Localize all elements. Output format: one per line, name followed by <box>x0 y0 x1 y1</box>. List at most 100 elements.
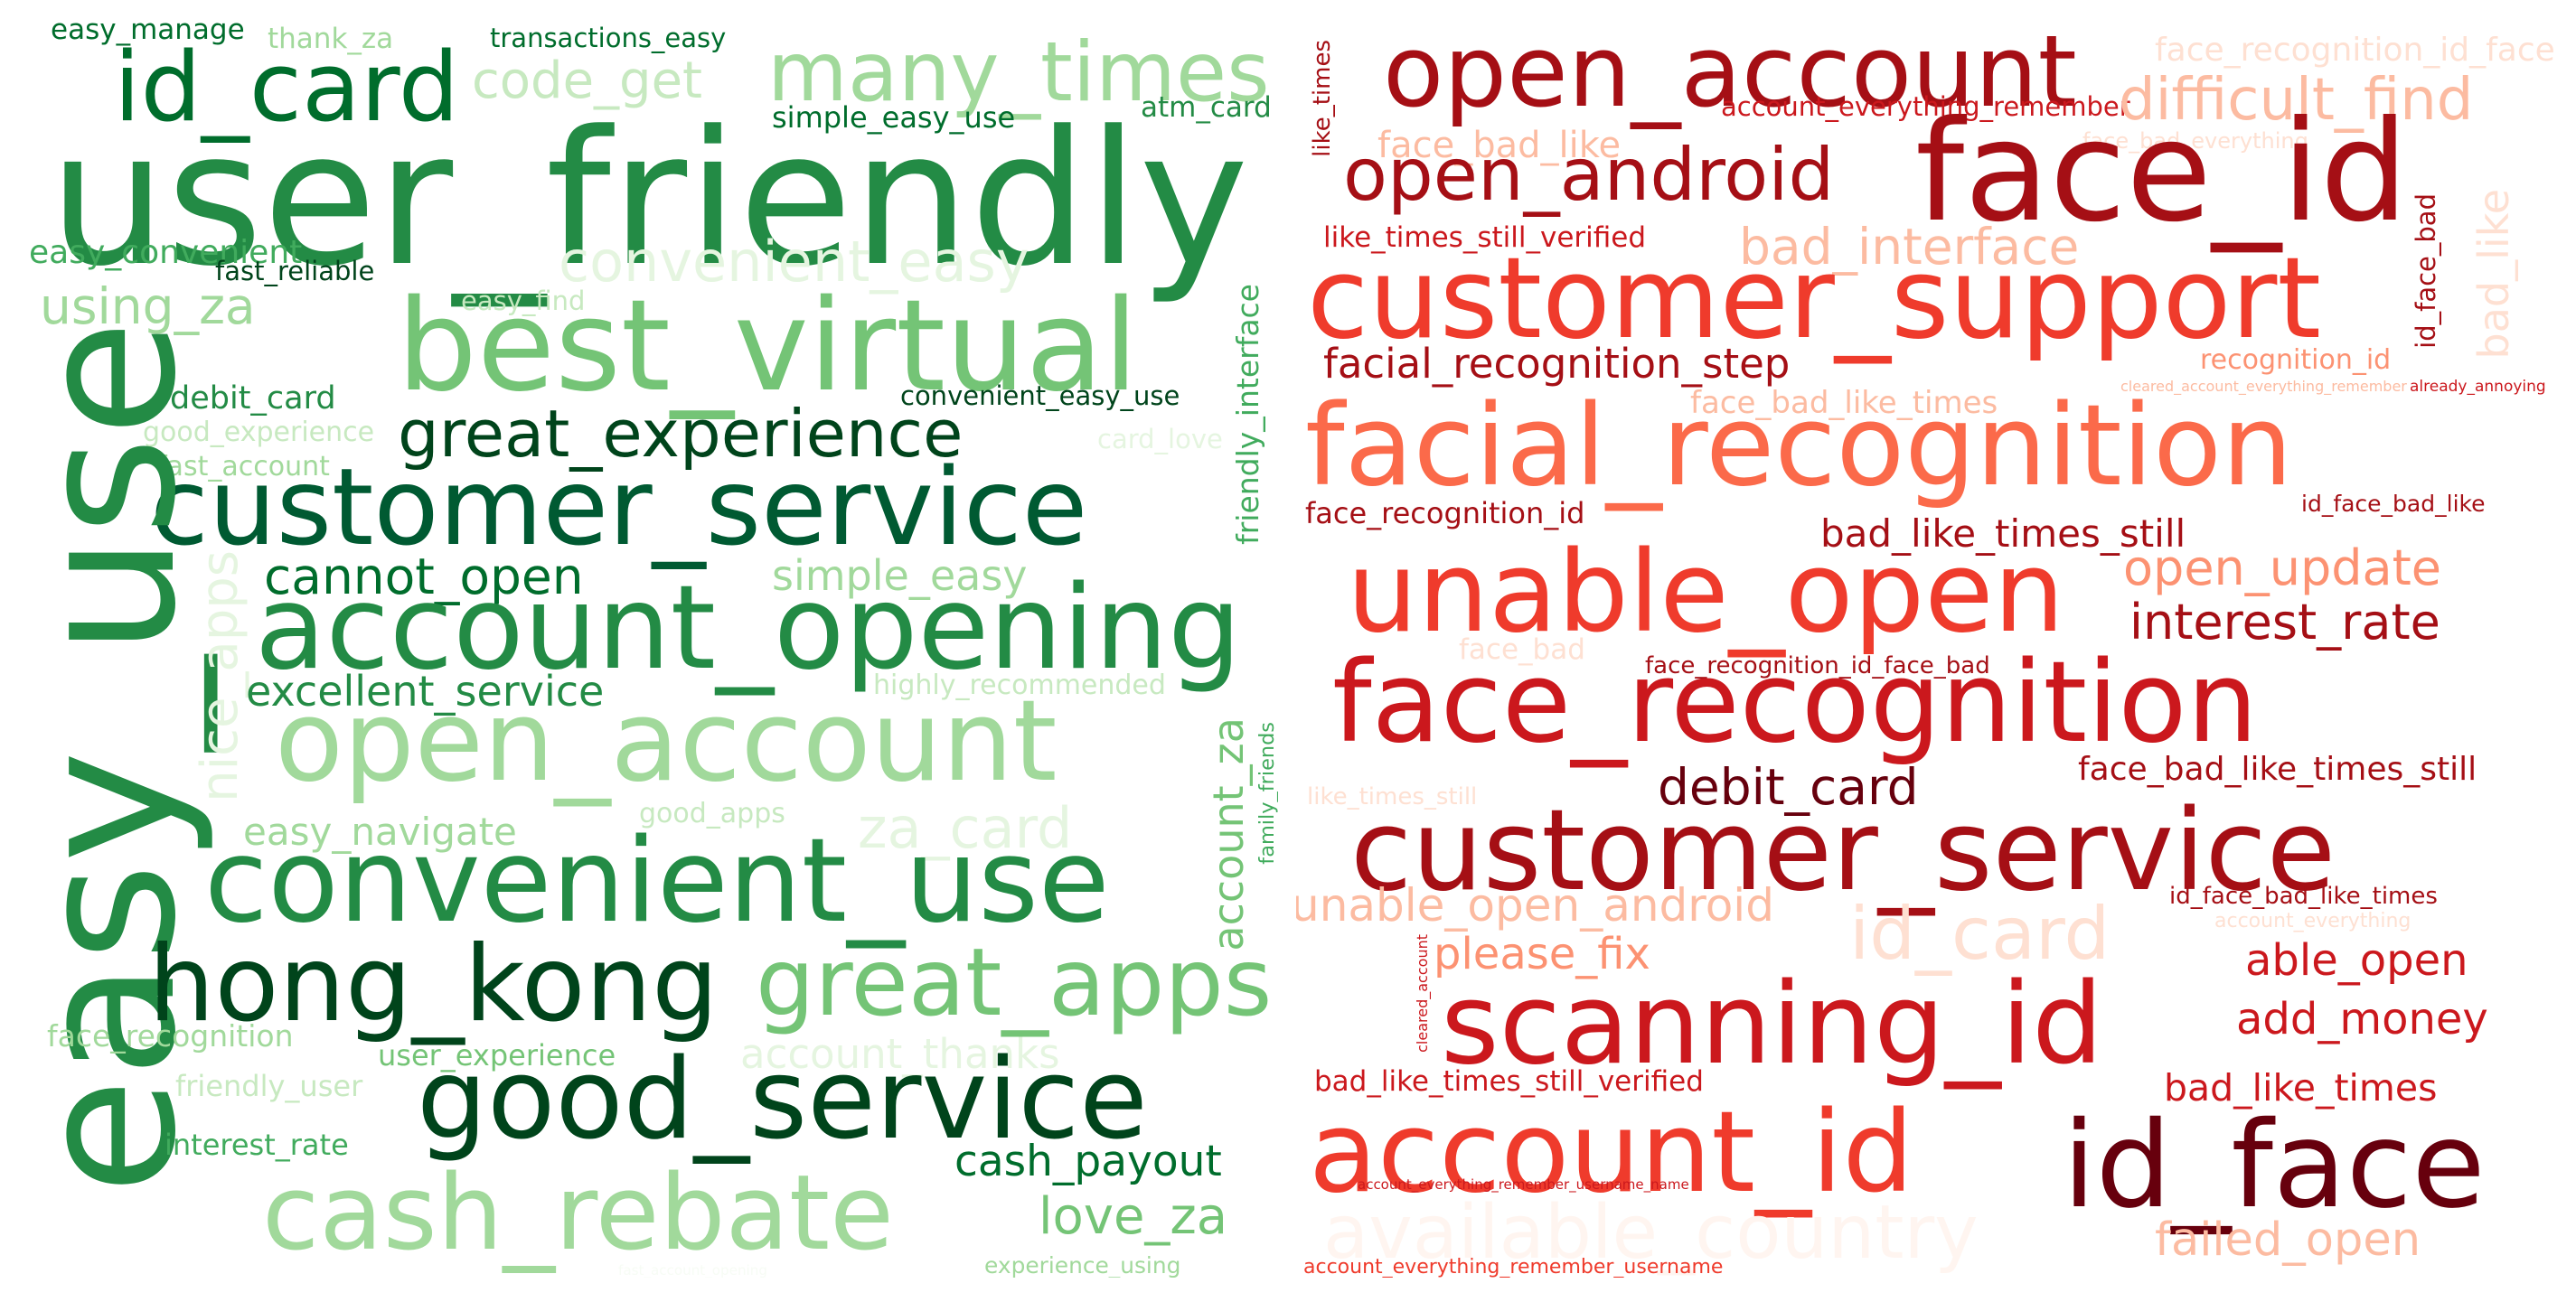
cloud-word: account_everything_remember_username <box>1303 1256 1724 1278</box>
cloud-word: account_opening <box>255 561 1242 696</box>
cloud-word: available_country <box>1323 1190 1979 1276</box>
cloud-word: unable_open <box>1347 528 2065 658</box>
cloud-word: face_recognition <box>1332 638 2258 768</box>
cloud-word: friendly_user <box>175 1069 363 1103</box>
cloud-word: face_id <box>1915 91 2409 253</box>
cloud-word: bad_like_times_still <box>1820 511 2186 556</box>
cloud-word: account_za <box>1204 717 1253 951</box>
cloud-word: bad_like <box>2469 189 2518 360</box>
cloud-word: code_get <box>472 52 703 110</box>
positive-word-cloud: easy_manage thank_za transactions_easy i… <box>13 13 1278 1278</box>
cloud-word: highly_recommended <box>873 670 1166 701</box>
cloud-word: atm_card <box>1141 91 1272 124</box>
cloud-word: difficult_find <box>2119 67 2474 134</box>
cloud-word: simple_easy_use <box>772 100 1016 135</box>
cloud-word: facial_recognition_step <box>1323 340 1791 388</box>
cloud-word: cleared_account_everything_remember <box>2120 378 2407 395</box>
cloud-word: hong_kong <box>148 923 719 1045</box>
cloud-word: good_experience <box>143 417 375 448</box>
cloud-word: id_card <box>1849 892 2111 976</box>
cloud-word: id_face_bad <box>2411 193 2441 349</box>
cloud-word: bad_interface <box>1739 218 2080 276</box>
cloud-word: face_recognition <box>47 1018 294 1054</box>
cloud-word: cannot_open <box>264 548 584 605</box>
cloud-word: debit_card <box>170 380 336 417</box>
cloud-word: account_everything_remember <box>1721 91 2130 122</box>
cloud-word: bad_like_times <box>2164 1066 2438 1110</box>
cloud-word: thank_za <box>268 23 394 55</box>
cloud-word: face_bad <box>1459 633 1585 666</box>
cloud-word: user_friendly <box>49 92 1249 307</box>
cloud-word: using_za <box>40 277 256 335</box>
cloud-word: simple_easy <box>772 551 1028 600</box>
cloud-word: card_love <box>1097 424 1223 454</box>
cloud-word: face_bad_like <box>1377 125 1622 166</box>
cloud-word: easy_manage <box>51 14 245 46</box>
cloud-word: debit_card <box>1658 758 1919 816</box>
cloud-word: fast_reliable <box>215 256 375 286</box>
cloud-word: family_friends <box>1255 722 1278 865</box>
cloud-word: account_thanks <box>740 1030 1060 1078</box>
cloud-word: cash_rebate <box>262 1153 894 1274</box>
cloud-word: convenient_use <box>204 814 1110 949</box>
cloud-word: id_face_bad_like <box>2301 491 2486 517</box>
cloud-word: id_face <box>2063 1096 2486 1235</box>
cloud-word: bad_like_times_still_verified <box>1314 1065 1704 1098</box>
cloud-word: please_fix <box>1434 929 1650 979</box>
cloud-word: easy_convenient <box>29 234 303 271</box>
cloud-word: like_times_still_verified <box>1323 221 1647 254</box>
cloud-word: customer_support <box>1307 234 2321 364</box>
cloud-word: convenient_easy_use <box>900 380 1180 411</box>
cloud-word: experience_using <box>984 1252 1181 1278</box>
cloud-word: unable_open_android <box>1296 879 1774 932</box>
cloud-word: add_money <box>2236 994 2488 1044</box>
cloud-word: easy_use <box>13 320 218 1195</box>
cloud-word: cleared_account <box>1414 934 1431 1053</box>
cloud-word: transactions_easy <box>490 23 727 53</box>
cloud-word: id_face_bad_like_times <box>2169 883 2438 910</box>
cloud-word: failed_open <box>2155 1213 2421 1267</box>
cloud-word: user_experience <box>378 1038 616 1073</box>
cloud-word: interest_rate <box>2129 594 2440 651</box>
cloud-word: cash_payout <box>954 1137 1222 1186</box>
cloud-word: excellent_service <box>246 667 605 716</box>
cloud-word: customer_service <box>1350 786 2336 916</box>
cloud-word: face_bad_like_times_still <box>2078 751 2477 788</box>
cloud-word: recognition_id <box>2200 344 2392 376</box>
cloud-word: open_account <box>275 677 1058 807</box>
cloud-word: open_account <box>1383 14 2077 129</box>
cloud-word: great_experience <box>398 396 964 472</box>
cloud-word: id_card <box>114 32 459 143</box>
cloud-word: account_everything_remember_username_nam… <box>1358 1176 1689 1193</box>
cloud-word: fast_account <box>157 451 330 482</box>
cloud-word: easy_navigate <box>243 810 517 854</box>
cloud-word: face_bad_everything <box>2082 128 2308 154</box>
cloud-word: za_card <box>858 795 1073 861</box>
cloud-word: nice_apps <box>191 550 249 802</box>
cloud-word: face_recognition_id_face_bad <box>1645 652 1990 679</box>
cloud-word: like_times <box>1309 40 1336 157</box>
cloud-word: scanning_id <box>1441 960 2103 1090</box>
cloud-word: open_android <box>1343 133 1835 217</box>
cloud-word: customer_service <box>150 445 1088 569</box>
cloud-word: face_recognition_id_face <box>2155 32 2555 69</box>
cloud-word: account_everything <box>2214 910 2411 932</box>
cloud-word: face_recognition_id <box>1305 496 1585 530</box>
cloud-word: good_service <box>417 1035 1148 1165</box>
cloud-word: like_times_still <box>1307 783 1478 810</box>
cloud-word: best_virtual <box>397 273 1139 420</box>
cloud-word: interest_rate <box>165 1128 349 1162</box>
cloud-word: account_id <box>1309 1088 1914 1218</box>
cloud-word: many_times <box>767 23 1270 120</box>
cloud-word: open_update <box>2123 539 2442 596</box>
cloud-word: friendly_interface <box>1230 284 1265 545</box>
cloud-word: easy_find <box>461 286 586 316</box>
cloud-word: facial_recognition <box>1305 381 2293 511</box>
cloud-word: convenient_easy <box>559 229 1029 295</box>
cloud-word: fast_account_opening <box>618 1262 767 1278</box>
cloud-word: already_annoying <box>2410 378 2546 396</box>
cloud-word: love_za <box>1039 1187 1228 1246</box>
cloud-word: good_apps <box>639 798 785 829</box>
negative-word-cloud: like_times open_account face_recognition… <box>1296 13 2562 1278</box>
cloud-word: face_bad_like_times <box>1690 385 1998 421</box>
